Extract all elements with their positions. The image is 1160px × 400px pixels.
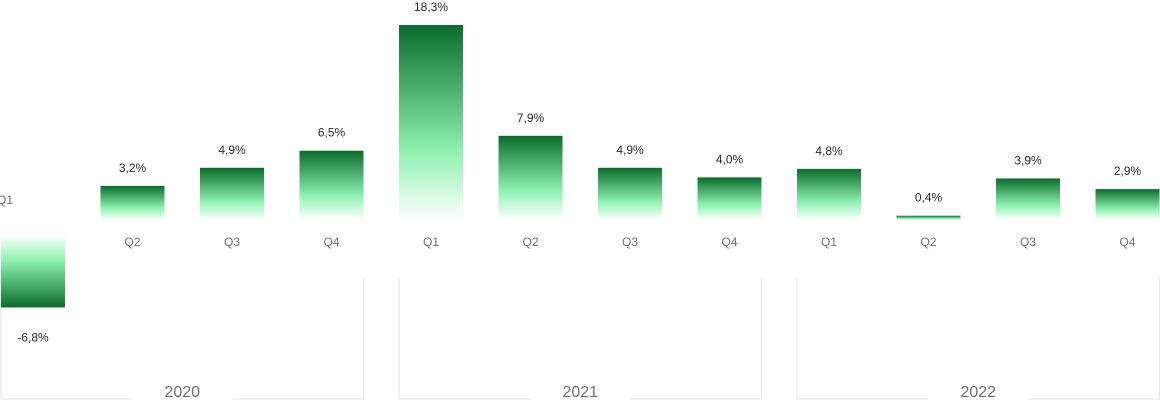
bar-7: [598, 167, 662, 220]
year-label-bg: [928, 378, 1029, 400]
value-label-9: 4,8%: [815, 144, 843, 158]
value-label-2: 3,2%: [119, 161, 147, 175]
quarter-label-11: Q3: [1020, 235, 1036, 249]
year-label-bg: [530, 378, 631, 400]
bar-8: [697, 177, 762, 220]
value-label-3: 4,9%: [218, 143, 246, 157]
bars: [1, 25, 1160, 308]
year-label-2020: 2020: [164, 384, 200, 400]
value-label-6: 7,9%: [517, 111, 545, 125]
value-label-4: 6,5%: [318, 126, 346, 140]
bar-6: [498, 135, 563, 220]
value-label-10: 0,4%: [915, 191, 943, 205]
quarter-label-7: Q3: [622, 235, 638, 249]
value-label-1: -6,8%: [17, 330, 49, 344]
labels: -6,8% Q1 3,2% Q2 4,9% Q3 6,5% Q4 18,3% Q1 7,9% Q2 4,…: [0, 0, 1142, 344]
quarter-label-10: Q2: [920, 235, 936, 249]
bar-3: [200, 167, 264, 220]
bar-2: [100, 185, 165, 220]
bar-1: [1, 235, 65, 308]
bar-9: [797, 168, 861, 220]
value-label-8: 4,0%: [716, 152, 744, 166]
bar-11: [996, 178, 1060, 220]
value-label-7: 4,9%: [616, 143, 644, 157]
value-label-11: 3,9%: [1014, 153, 1042, 167]
quarter-label-12: Q4: [1119, 235, 1135, 249]
value-label-5: 18,3%: [414, 0, 448, 14]
year-label-bg: [132, 378, 233, 400]
quarter-label-3: Q3: [224, 235, 240, 249]
quarter-label-1: Q1: [0, 193, 13, 207]
value-label-12: 2,9%: [1114, 164, 1142, 178]
quarter-label-4: Q4: [323, 235, 339, 249]
bar-4: [299, 150, 364, 220]
year-groups: 2020 2021 2022: [0, 278, 1160, 400]
bar-5: [399, 25, 463, 220]
quarter-label-2: Q2: [124, 235, 140, 249]
year-label-2021: 2021: [562, 384, 598, 400]
quarter-label-9: Q1: [821, 235, 837, 249]
bar-10: [896, 215, 961, 220]
quarter-label-6: Q2: [522, 235, 538, 249]
year-label-2022: 2022: [960, 384, 996, 400]
quarter-label-8: Q4: [721, 235, 737, 249]
quarter-label-5: Q1: [423, 235, 439, 249]
bar-12: [1095, 189, 1160, 220]
